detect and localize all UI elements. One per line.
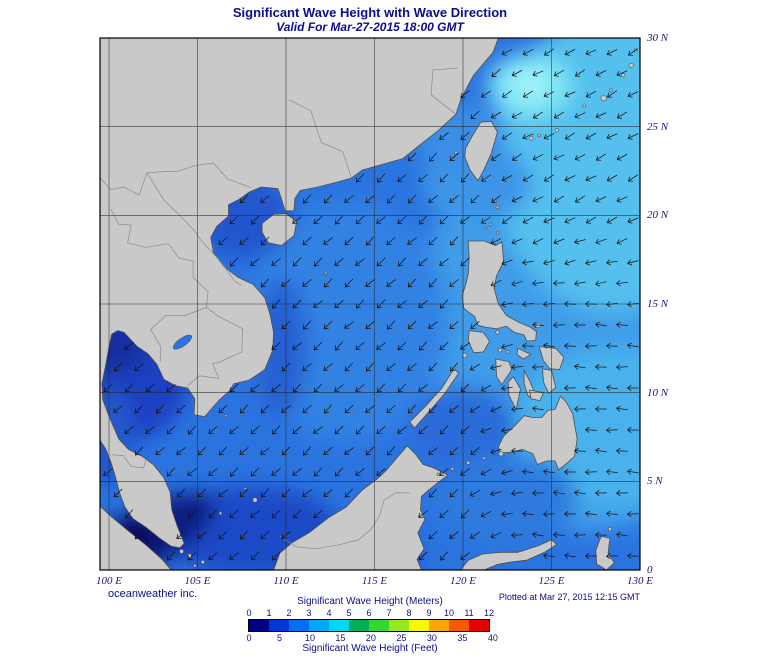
colorbar-segment bbox=[349, 620, 369, 631]
longitude-tick-label: 105 E bbox=[184, 575, 211, 587]
longitude-tick-label: 110 E bbox=[273, 575, 299, 587]
latitude-tick-label: 10 N bbox=[647, 386, 669, 399]
colorbar-segment bbox=[449, 620, 469, 631]
feet-tick: 30 bbox=[426, 633, 437, 643]
feet-tick: 20 bbox=[365, 633, 376, 643]
feet-tick: 10 bbox=[304, 633, 315, 643]
longitude-tick-label: 130 E bbox=[627, 575, 653, 587]
colorbar-segment bbox=[429, 620, 449, 631]
meters-tick: 4 bbox=[326, 608, 332, 618]
colorbar-segment bbox=[289, 620, 309, 631]
legend-feet-ticks: 0 5 10 15 20 25 30 35 40 bbox=[246, 633, 497, 643]
colorbar-segment bbox=[389, 620, 409, 631]
latitude-tick-label: 0 bbox=[647, 564, 653, 576]
colorbar-segment bbox=[309, 620, 329, 631]
longitude-tick-label: 125 E bbox=[538, 575, 565, 587]
meters-tick: 11 bbox=[464, 608, 474, 618]
colorbar-segment bbox=[249, 620, 269, 631]
meters-tick: 0 bbox=[246, 608, 252, 618]
feet-tick: 35 bbox=[457, 633, 468, 643]
longitude-tick-label: 120 E bbox=[450, 575, 476, 587]
meters-tick: 10 bbox=[443, 608, 455, 618]
legend-meters-ticks: 0 1 2 3 4 5 6 7 8 9 10 11 12 bbox=[246, 608, 495, 618]
meters-tick: 1 bbox=[266, 608, 272, 618]
colorbar-segment bbox=[469, 620, 489, 631]
latitude-tick-label: 25 N bbox=[647, 120, 669, 133]
meters-tick: 5 bbox=[346, 608, 352, 618]
credit-text: oceanweather inc. bbox=[108, 588, 198, 600]
feet-tick: 15 bbox=[335, 633, 346, 643]
meters-tick: 8 bbox=[406, 608, 412, 618]
plotted-timestamp: Plotted at Mar 27, 2015 12:15 GMT bbox=[498, 592, 640, 602]
latitude-tick-label: 20 N bbox=[647, 209, 669, 222]
colorbar-segment bbox=[269, 620, 289, 631]
meters-tick: 3 bbox=[306, 608, 312, 618]
colorbar-segment bbox=[369, 620, 389, 631]
feet-tick: 25 bbox=[396, 633, 407, 643]
colorbar bbox=[248, 619, 490, 632]
latitude-tick-label: 30 N bbox=[647, 32, 669, 44]
latitude-tick-label: 15 N bbox=[647, 298, 669, 310]
meters-tick: 12 bbox=[483, 608, 495, 618]
colorbar-segment bbox=[409, 620, 429, 631]
meters-tick: 7 bbox=[386, 608, 392, 618]
chart-title: Significant Wave Height with Wave Direct… bbox=[232, 5, 508, 20]
colorbar-segment bbox=[329, 620, 349, 631]
longitude-tick-label: 100 E bbox=[96, 575, 122, 587]
feet-tick: 0 bbox=[246, 633, 252, 643]
meters-tick: 6 bbox=[366, 608, 372, 618]
meters-tick: 9 bbox=[426, 608, 432, 618]
legend-feet-label: Significant Wave Height (Feet) bbox=[302, 643, 438, 654]
chart-subtitle: Valid For Mar-27-2015 18:00 GMT bbox=[276, 20, 464, 34]
meters-tick: 2 bbox=[286, 608, 292, 618]
longitude-tick-label: 115 E bbox=[361, 575, 388, 587]
feet-tick: 40 bbox=[487, 633, 498, 643]
legend-meters-label: Significant Wave Height (Meters) bbox=[297, 596, 443, 607]
feet-tick: 5 bbox=[276, 633, 282, 643]
latitude-tick-label: 5 N bbox=[647, 475, 663, 488]
